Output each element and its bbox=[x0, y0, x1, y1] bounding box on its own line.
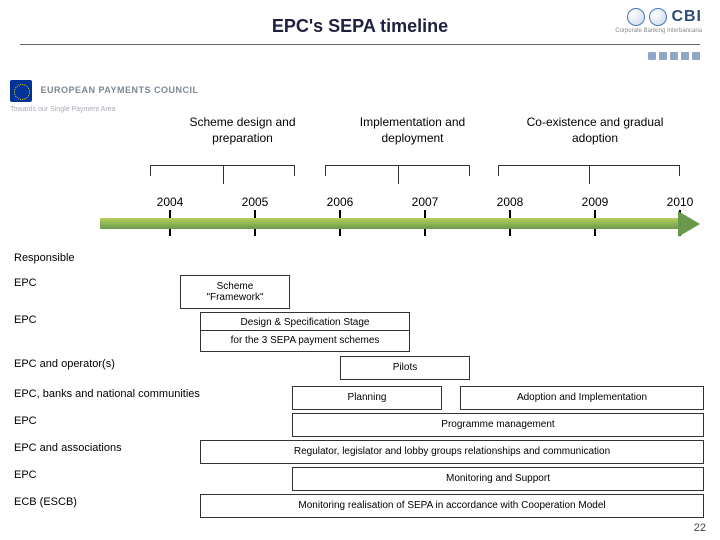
year-label: 2007 bbox=[405, 195, 445, 209]
year-label: 2008 bbox=[490, 195, 530, 209]
activity-box: Planning bbox=[292, 386, 442, 410]
title-underline bbox=[20, 44, 700, 45]
logo-text: CBI bbox=[671, 8, 702, 26]
year-label: 2010 bbox=[660, 195, 700, 209]
phase-bracket bbox=[150, 165, 295, 184]
row-label: EPC bbox=[14, 314, 37, 326]
activity-box: Adoption and Implementation bbox=[460, 386, 704, 410]
logo-globe-icon bbox=[649, 8, 667, 26]
timeline-arrow-head bbox=[678, 211, 700, 237]
year-label: 2009 bbox=[575, 195, 615, 209]
phase-bracket bbox=[325, 165, 470, 184]
decor-dots bbox=[648, 52, 700, 60]
year-label: 2006 bbox=[320, 195, 360, 209]
logo-globe-icon bbox=[627, 8, 645, 26]
row-label: EPC and associations bbox=[14, 442, 122, 454]
phase-label: Implementation and deployment bbox=[335, 115, 490, 146]
row-label: EPC bbox=[14, 277, 37, 289]
row-label: EPC bbox=[14, 469, 37, 481]
eu-flag-icon bbox=[10, 80, 32, 102]
page-number: 22 bbox=[694, 522, 706, 534]
epc-logo-sub: Towards our Single Payment Area bbox=[10, 106, 210, 113]
phase-label: Scheme design and preparation bbox=[165, 115, 320, 146]
activity-box: for the 3 SEPA payment schemes bbox=[200, 330, 410, 352]
activity-box: Scheme "Framework" bbox=[180, 275, 290, 309]
year-label: 2004 bbox=[150, 195, 190, 209]
phase-bracket bbox=[498, 165, 680, 184]
row-label: ECB (ESCB) bbox=[14, 496, 77, 508]
epc-logo: EUROPEAN PAYMENTS COUNCIL Towards our Si… bbox=[10, 80, 210, 113]
section-header: Responsible bbox=[14, 252, 75, 264]
epc-logo-title: EUROPEAN PAYMENTS COUNCIL bbox=[40, 85, 198, 95]
phase-label: Co-existence and gradual adoption bbox=[500, 115, 690, 146]
year-label: 2005 bbox=[235, 195, 275, 209]
cbi-logo: CBI bbox=[627, 8, 702, 26]
row-label: EPC, banks and national communities bbox=[14, 388, 200, 400]
activity-box: Programme management bbox=[292, 413, 704, 437]
activity-box: Monitoring and Support bbox=[292, 467, 704, 491]
activity-box: Pilots bbox=[340, 356, 470, 380]
row-label: EPC bbox=[14, 415, 37, 427]
activity-box: Regulator, legislator and lobby groups r… bbox=[200, 440, 704, 464]
logo-subtitle: Corporate Banking Interbancaria bbox=[615, 28, 702, 34]
slide-title: EPC's SEPA timeline bbox=[0, 16, 720, 37]
activity-box: Monitoring realisation of SEPA in accord… bbox=[200, 494, 704, 518]
timeline-arrow-bar bbox=[100, 218, 680, 229]
row-label: EPC and operator(s) bbox=[14, 358, 115, 370]
